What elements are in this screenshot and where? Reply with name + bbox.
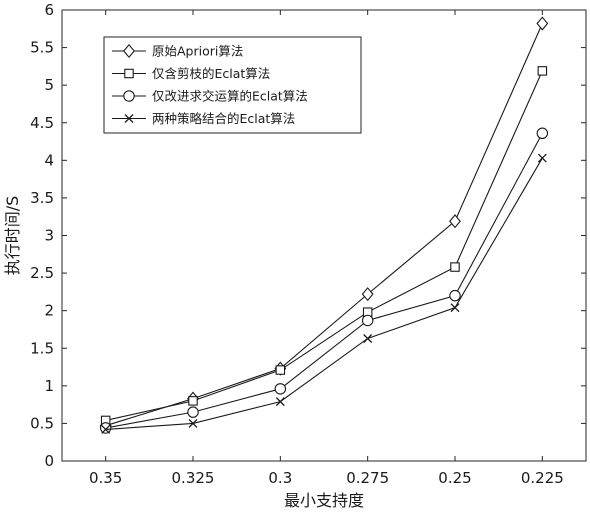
- legend-marker: [124, 114, 134, 123]
- y-tick-label: 2.5: [30, 264, 54, 282]
- data-point: [536, 127, 549, 140]
- x-tick-label: 0.35: [89, 469, 122, 487]
- legend-marker: [123, 90, 135, 102]
- legend-entry: 仅改进求交运算的Eclat算法: [112, 89, 308, 104]
- data-point: [449, 214, 461, 229]
- x-axis-title: 最小支持度: [284, 491, 364, 510]
- y-tick-label: 5: [44, 76, 54, 94]
- series-line: [105, 23, 543, 427]
- data-point: [99, 422, 112, 434]
- x-tick-label: 0.3: [268, 469, 292, 487]
- data-point: [274, 383, 287, 395]
- legend-box: [103, 36, 362, 134]
- series-2: [100, 66, 548, 426]
- legend: 原始Apriori算法仅含剪枝的Eclat算法仅改进求交运算的Eclat算法两种…: [103, 36, 362, 134]
- data-point: [536, 16, 549, 31]
- data-point: [361, 287, 374, 302]
- y-tick-label: 1.5: [30, 339, 54, 357]
- series-line: [105, 70, 543, 421]
- y-tick-label: 0: [44, 452, 54, 470]
- series-line: [105, 133, 543, 429]
- legend-marker: [124, 68, 134, 79]
- x-tick-label: 0.275: [346, 469, 389, 487]
- y-tick-label: 2: [44, 302, 54, 320]
- x-tick-label: 0.225: [521, 469, 564, 487]
- y-tick-label: 3: [44, 227, 54, 245]
- legend-entry: 原始Apriori算法: [112, 44, 243, 59]
- data-point: [450, 262, 460, 272]
- data-point: [537, 66, 548, 76]
- series-lines: [99, 16, 549, 434]
- x-tick-label: 0.25: [438, 469, 471, 487]
- y-tick-label: 6: [44, 1, 54, 19]
- y-tick-label: 0.5: [30, 414, 54, 432]
- data-point: [188, 396, 198, 406]
- y-tick-label: 1: [44, 377, 54, 395]
- x-tick-label: 0.325: [172, 469, 215, 487]
- series-4: [101, 153, 547, 434]
- data-point: [363, 334, 373, 343]
- legend-label: 仅含剪枝的Eclat算法: [152, 66, 270, 81]
- legend-label: 仅改进求交运算的Eclat算法: [152, 89, 308, 104]
- data-point: [187, 406, 199, 418]
- legend-entry: 仅含剪枝的Eclat算法: [112, 66, 270, 81]
- data-point: [361, 314, 374, 327]
- y-tick-label: 4: [44, 151, 54, 169]
- data-point: [450, 303, 460, 313]
- series-3: [99, 127, 549, 434]
- legend-marker: [123, 43, 135, 59]
- y-tick-label: 3.5: [30, 189, 54, 207]
- data-point: [101, 424, 111, 434]
- data-point: [188, 418, 198, 428]
- y-tick-label: 5.5: [30, 39, 54, 57]
- series-line: [105, 157, 543, 430]
- legend-entry: 两种策略结合的Eclat算法: [112, 111, 295, 126]
- data-point: [449, 289, 461, 302]
- data-point: [537, 153, 547, 163]
- axis-ticks: 0 0.5 1 1.5 2 2.5 3 3.5 4 4.5 5 5.5 6 0.35 0.325 0.3 0.2…: [30, 1, 586, 487]
- legend-label: 原始Apriori算法: [152, 44, 243, 59]
- y-axis-title: 执行时间/S: [3, 196, 22, 276]
- data-point: [275, 397, 285, 407]
- data-point: [275, 365, 286, 375]
- legend-label: 两种策略结合的Eclat算法: [152, 111, 295, 126]
- y-tick-label: 4.5: [30, 114, 54, 132]
